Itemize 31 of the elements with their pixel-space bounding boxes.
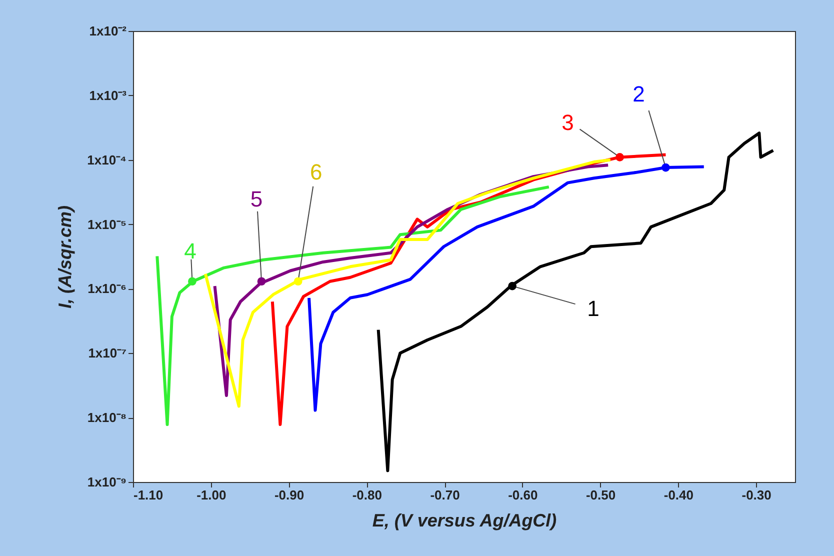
y-axis-title: I, (A/sqr.cm) xyxy=(55,205,76,309)
x-tick-label: -0.50 xyxy=(586,488,616,502)
line-series xyxy=(376,132,775,472)
x-tick-label: -0.40 xyxy=(664,488,694,502)
annotation: 5 xyxy=(250,186,263,212)
y-tick-label: 1x10⁻⁷ xyxy=(88,346,126,361)
point xyxy=(188,277,196,286)
x-tick-label: -0.90 xyxy=(274,488,304,502)
y-tick-label: 1x10⁻² xyxy=(89,24,128,38)
annotation: 1 xyxy=(587,296,600,322)
x-tick-label: -0.80 xyxy=(352,488,382,502)
x-tick-label: -1.10 xyxy=(134,488,164,502)
point xyxy=(662,163,670,172)
line-series xyxy=(308,163,706,412)
y-tick-label: 1x10⁻⁶ xyxy=(88,281,127,296)
y-tick-label: 1x10⁻⁹ xyxy=(87,474,126,490)
point xyxy=(616,153,624,162)
x-axis-title: E, (V versus Ag/AgCl) xyxy=(372,510,557,530)
y-tick-label: 1x10⁻⁵ xyxy=(87,216,126,232)
y-tick-label: 1x10⁻⁸ xyxy=(87,410,126,426)
x-tick-label: -1.00 xyxy=(196,488,226,502)
annotation: 6 xyxy=(310,159,322,184)
y-tick-label: 1x10⁻³ xyxy=(89,88,128,103)
x-tick-label: -0.70 xyxy=(430,488,460,502)
x-tick-label: -0.30 xyxy=(742,488,772,502)
line-series xyxy=(156,185,550,426)
y-tick-label: 1x10⁻⁴ xyxy=(87,152,126,168)
x-tick-label: -0.60 xyxy=(508,488,538,502)
annotation: 3 xyxy=(562,110,574,136)
annotation: 4 xyxy=(184,238,196,264)
annotation: 2 xyxy=(632,82,645,107)
